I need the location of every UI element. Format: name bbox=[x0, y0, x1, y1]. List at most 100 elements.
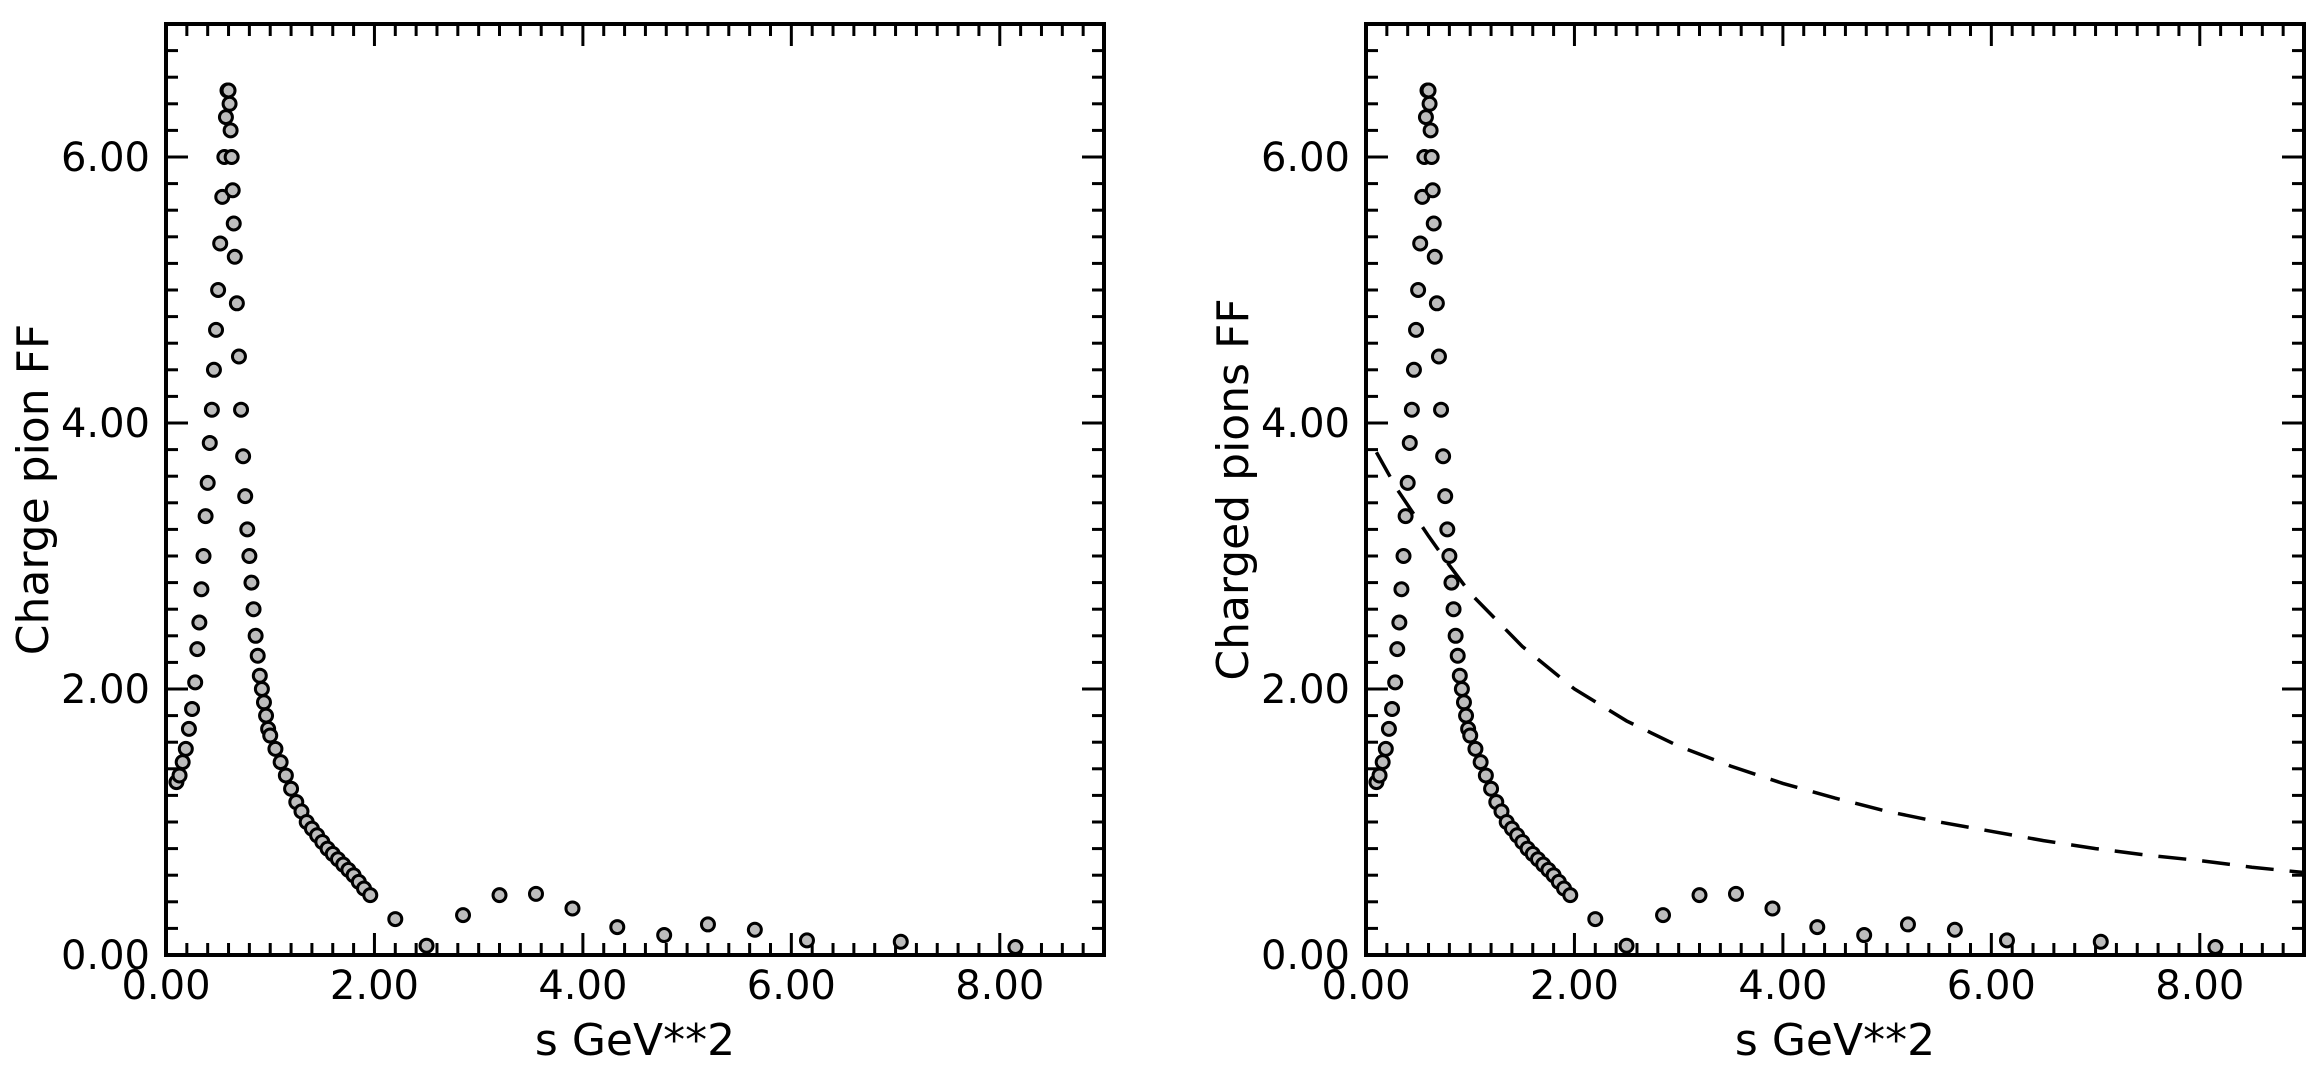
data-point bbox=[223, 149, 240, 165]
data-point bbox=[455, 907, 472, 924]
data-point bbox=[283, 780, 300, 797]
data-point bbox=[230, 348, 247, 365]
data-point bbox=[1433, 401, 1450, 418]
data-point bbox=[656, 927, 673, 944]
data-point bbox=[1655, 907, 1672, 924]
dashed-curve bbox=[1374, 451, 2305, 875]
x-tick-label: 0.00 bbox=[1321, 963, 1410, 1009]
data-point bbox=[1422, 122, 1439, 139]
data-point bbox=[1421, 95, 1438, 112]
data-point bbox=[241, 548, 258, 564]
y-tick-label: 4.00 bbox=[61, 401, 150, 447]
data-point bbox=[1408, 321, 1425, 338]
data-point bbox=[1426, 248, 1443, 265]
data-point bbox=[1007, 939, 1024, 956]
y-tick-label: 0.00 bbox=[1261, 933, 1350, 979]
data-point bbox=[245, 601, 262, 618]
data-point bbox=[2092, 933, 2109, 950]
data-point bbox=[249, 647, 266, 664]
data-point bbox=[1387, 674, 1404, 691]
y-tick-label: 4.00 bbox=[1261, 401, 1350, 447]
data-point bbox=[1458, 707, 1475, 724]
data-point bbox=[1562, 887, 1579, 904]
y-tick-label: 6.00 bbox=[1261, 135, 1350, 181]
data-point bbox=[1998, 932, 2015, 949]
data-point bbox=[1587, 911, 1604, 928]
data-point bbox=[193, 581, 210, 598]
y-axis-title: Charge pion FF bbox=[8, 324, 59, 655]
data-point bbox=[272, 754, 289, 771]
data-point bbox=[258, 707, 275, 724]
data-point bbox=[267, 740, 284, 757]
data-point bbox=[184, 700, 201, 717]
x-tick-label: 8.00 bbox=[2155, 963, 2244, 1009]
data-point bbox=[205, 361, 222, 378]
data-point bbox=[491, 887, 508, 904]
data-point bbox=[1371, 767, 1388, 784]
data-point bbox=[201, 434, 218, 451]
data-point bbox=[1447, 627, 1464, 644]
x-tick-label: 4.00 bbox=[1738, 963, 1827, 1009]
data-point bbox=[1428, 295, 1445, 312]
data-point bbox=[892, 933, 909, 950]
data-point bbox=[180, 720, 197, 737]
x-tick-label: 8.00 bbox=[955, 963, 1044, 1009]
data-point bbox=[387, 911, 404, 928]
data-point bbox=[1618, 937, 1635, 954]
data-point bbox=[1374, 754, 1391, 771]
data-point bbox=[418, 937, 435, 954]
data-point bbox=[225, 215, 242, 232]
data-point bbox=[1391, 614, 1408, 631]
x-tick-label: 2.00 bbox=[330, 963, 419, 1009]
data-point bbox=[226, 248, 243, 265]
data-point bbox=[237, 488, 254, 505]
data-point bbox=[239, 521, 256, 538]
data-point bbox=[2207, 939, 2224, 956]
left-plot-charge-pion-ff: 0.00 2.00 4.00 6.00 8.00 0.00 2.00 4.00 6.00 s Ge… bbox=[8, 22, 1106, 1066]
data-point bbox=[1403, 401, 1420, 418]
data-point bbox=[1417, 109, 1434, 126]
data-point bbox=[233, 401, 250, 418]
data-point bbox=[1425, 215, 1442, 232]
data-point bbox=[203, 401, 220, 418]
x-tick-label: 0.00 bbox=[121, 963, 210, 1009]
x-axis-title: s GeV**2 bbox=[1735, 1015, 1935, 1066]
x-axis-title: s GeV**2 bbox=[535, 1015, 735, 1066]
data-point bbox=[362, 887, 379, 904]
data-point bbox=[1946, 921, 1963, 938]
data-point bbox=[1424, 182, 1441, 199]
y-tick-label: 0.00 bbox=[61, 933, 150, 979]
data-point bbox=[247, 627, 264, 644]
data-point bbox=[251, 667, 268, 684]
data-point bbox=[1467, 740, 1484, 757]
data-point bbox=[228, 295, 245, 312]
data-point bbox=[1430, 348, 1447, 365]
data-point bbox=[1423, 149, 1440, 165]
data-point bbox=[208, 321, 225, 338]
data-point bbox=[253, 681, 270, 697]
data-point bbox=[1380, 720, 1397, 737]
data-point bbox=[197, 508, 214, 525]
data-point bbox=[1483, 780, 1500, 797]
data-point bbox=[171, 767, 188, 784]
data-point bbox=[262, 727, 279, 744]
data-point bbox=[199, 474, 216, 491]
data-point bbox=[255, 694, 272, 711]
data-point bbox=[1451, 667, 1468, 684]
data-point bbox=[1439, 521, 1456, 538]
data-point bbox=[235, 448, 252, 465]
data-point bbox=[1809, 919, 1826, 936]
data-point bbox=[1412, 235, 1429, 252]
data-point bbox=[1405, 361, 1422, 378]
data-point bbox=[210, 282, 227, 298]
data-point bbox=[1401, 434, 1418, 451]
data-point bbox=[1395, 548, 1412, 564]
data-point bbox=[217, 109, 234, 126]
data-point bbox=[222, 122, 239, 139]
data-point bbox=[1462, 727, 1479, 744]
data-point bbox=[1453, 681, 1470, 697]
data-point bbox=[1435, 448, 1452, 465]
x-tick-label: 2.00 bbox=[1530, 963, 1619, 1009]
data-point bbox=[187, 674, 204, 691]
